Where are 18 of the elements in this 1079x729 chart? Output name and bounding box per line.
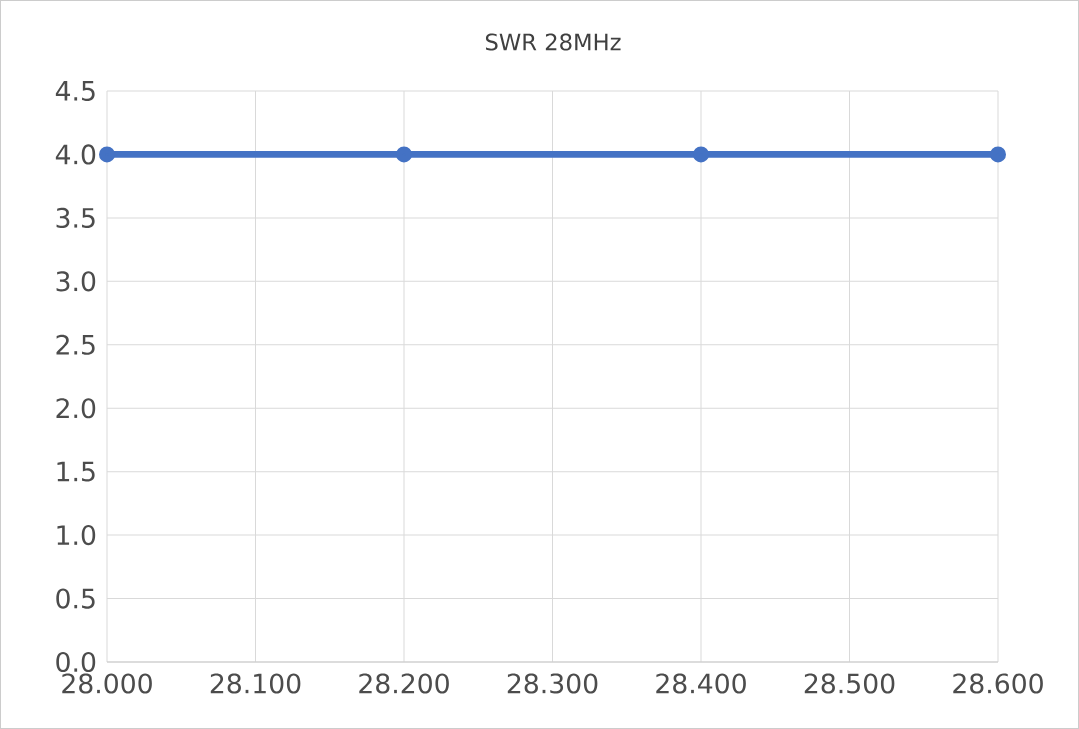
y-tick-label: 4.5	[55, 81, 95, 101]
x-tick-label: 28.600	[953, 673, 1043, 694]
y-tick-label: 2.5	[56, 334, 95, 355]
y-tick-label: 1.5	[57, 461, 95, 482]
y-tick-label: 3.0	[56, 271, 96, 292]
x-tick-label: 28.500	[804, 673, 895, 694]
x-tick-label: 28.400	[656, 673, 746, 694]
y-tick-label: 4.0	[55, 144, 96, 165]
x-tick-label: 28.200	[359, 673, 449, 694]
y-tick-label: 0.5	[56, 588, 95, 609]
y-tick-label: 2.0	[56, 398, 96, 419]
x-tick-label: 28.300	[507, 673, 598, 694]
x-tick-label: 28.100	[210, 673, 301, 694]
y-tick-label: 0.0	[56, 651, 96, 673]
y-tick-label: 3.5	[56, 207, 95, 228]
chart-title: SWR 28MHz	[485, 33, 621, 51]
x-tick-label: 28.000	[62, 673, 152, 694]
y-tick-label: 1.0	[57, 525, 96, 546]
